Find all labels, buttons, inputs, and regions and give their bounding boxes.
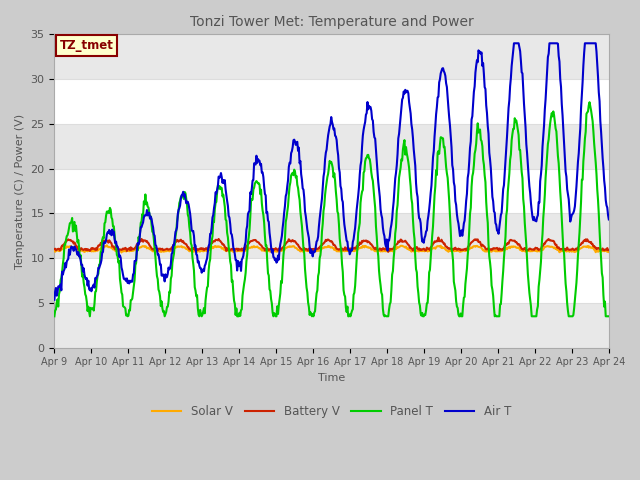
Bar [54,213,609,258]
Air T [605,216,612,222]
Battery V [51,246,58,252]
Panel T [605,313,612,319]
Air T [51,297,58,303]
Solar V [175,244,183,250]
Battery V [435,235,442,240]
Panel T [51,313,58,319]
Text: TZ_tmet: TZ_tmet [60,39,114,52]
Battery V [61,241,68,247]
Battery V [400,239,408,244]
Panel T [118,289,125,295]
Y-axis label: Temperature (C) / Power (V): Temperature (C) / Power (V) [15,113,25,268]
Solar V [119,248,127,254]
Air T [61,266,68,272]
Panel T [586,99,593,105]
Solar V [205,247,212,252]
Air T [174,211,182,217]
Solar V [61,245,68,251]
Battery V [385,249,392,255]
Solar V [103,242,111,248]
Battery V [605,247,612,253]
Solar V [51,248,58,254]
Battery V [118,247,125,253]
Air T [204,255,211,261]
Bar [54,35,609,79]
Legend: Solar V, Battery V, Panel T, Air T: Solar V, Battery V, Panel T, Air T [147,400,516,423]
Line: Battery V: Battery V [54,238,609,252]
Bar [54,303,609,348]
Solar V [118,250,125,255]
Panel T [61,242,68,248]
Panel T [399,146,407,152]
Solar V [605,249,612,255]
Solar V [417,248,424,254]
Air T [118,264,125,270]
Air T [510,40,518,46]
Line: Panel T: Panel T [54,102,609,316]
Line: Air T: Air T [54,43,609,300]
Battery V [204,247,211,252]
Panel T [204,285,211,290]
Battery V [174,238,182,243]
Title: Tonzi Tower Met: Temperature and Power: Tonzi Tower Met: Temperature and Power [189,15,474,29]
Air T [399,95,407,101]
Air T [415,216,423,221]
Battery V [416,247,424,253]
Panel T [415,300,423,305]
Solar V [401,244,408,250]
X-axis label: Time: Time [318,373,345,383]
Line: Solar V: Solar V [54,245,609,252]
Bar [54,124,609,168]
Panel T [174,214,182,219]
